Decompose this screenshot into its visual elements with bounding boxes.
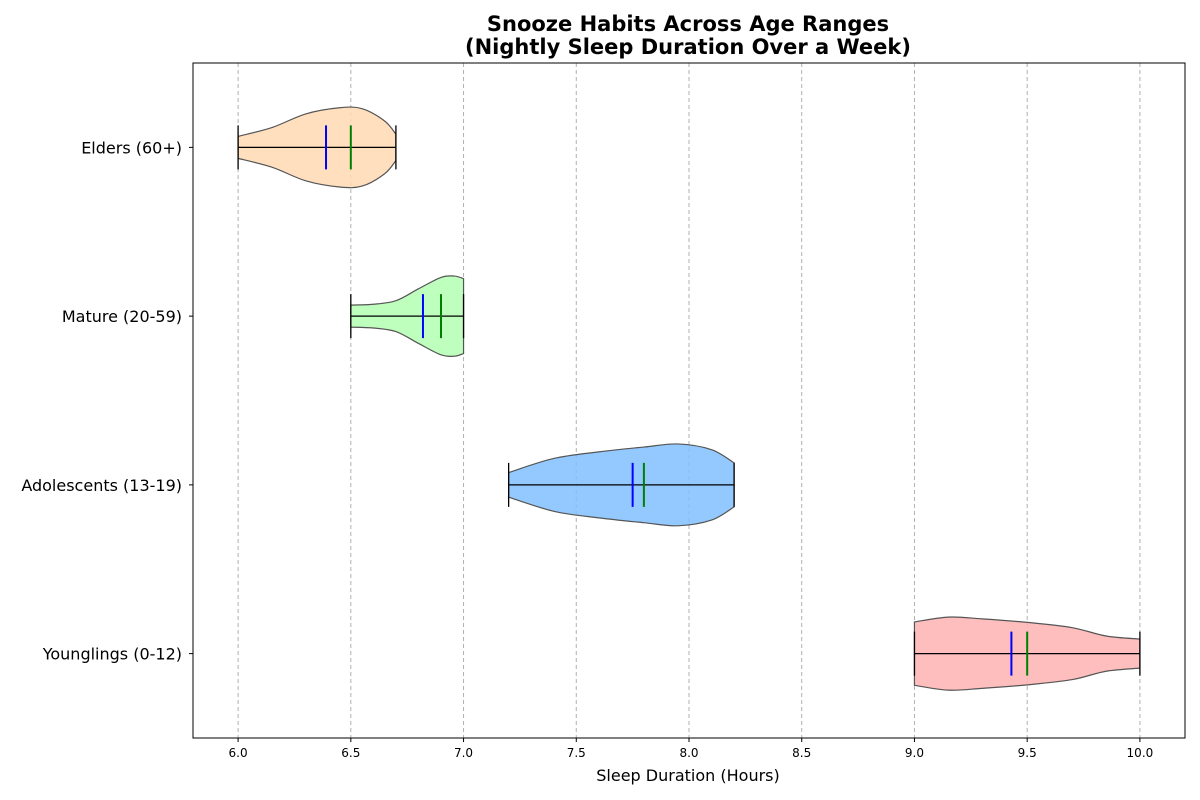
x-tick-label: 8.5 — [792, 746, 811, 760]
x-tick-label: 10.0 — [1127, 746, 1154, 760]
x-tick-label: 9.5 — [1018, 746, 1037, 760]
x-tick-label: 6.5 — [341, 746, 360, 760]
x-tick-label: 7.0 — [454, 746, 473, 760]
y-tick-label: Elders (60+) — [81, 138, 182, 157]
chart-title-line2: (Nightly Sleep Duration Over a Week) — [465, 35, 911, 59]
y-axis-ticks: Younglings (0-12) Adolescents (13-19) Matu… — [21, 138, 193, 664]
violin-group — [507, 443, 735, 527]
x-tick-label: 8.0 — [679, 746, 698, 760]
y-tick-label: Younglings (0-12) — [42, 645, 182, 664]
y-tick-label: Adolescents (13-19) — [21, 476, 182, 495]
x-axis-label: Sleep Duration (Hours) — [596, 766, 779, 785]
chart-title-line1: Snooze Habits Across Age Ranges — [487, 12, 889, 36]
violins — [237, 106, 1141, 691]
violin-group — [350, 275, 465, 358]
violin-group — [913, 616, 1141, 691]
y-tick-label: Mature (20-59) — [62, 307, 182, 326]
x-axis-ticks: 6.0 6.5 7.0 7.5 8.0 8.5 9.0 9.5 10.0 — [229, 738, 1154, 760]
x-tick-label: 7.5 — [567, 746, 586, 760]
x-tick-label: 6.0 — [229, 746, 248, 760]
violin-group — [237, 106, 397, 189]
x-tick-label: 9.0 — [905, 746, 924, 760]
